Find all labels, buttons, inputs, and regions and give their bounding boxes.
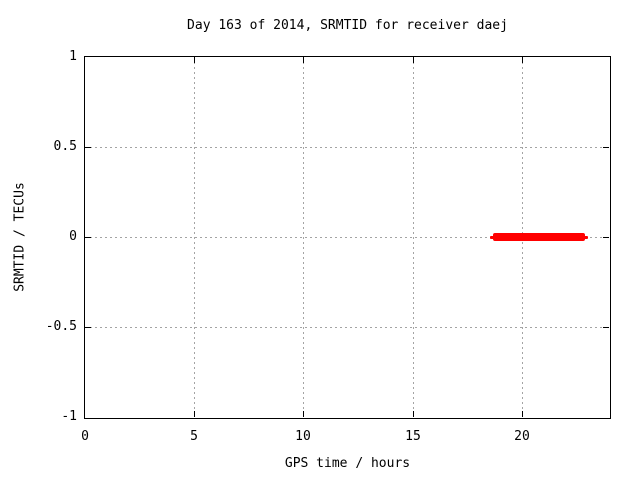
y-tick-mark-left (85, 327, 91, 328)
h-gridline (85, 237, 609, 238)
x-tick-mark-top (413, 57, 414, 63)
x-axis-label: GPS time / hours (284, 456, 411, 471)
x-tick-mark-bottom (522, 411, 523, 417)
x-tick-mark-top (303, 57, 304, 63)
y-tick-label: -0.5 (45, 319, 77, 334)
y-tick-mark-right (603, 327, 609, 328)
x-tick-label: 15 (405, 429, 421, 444)
x-tick-mark-top (194, 57, 195, 63)
x-tick-label: 20 (514, 429, 530, 444)
y-tick-label: 0 (69, 229, 77, 244)
y-tick-mark-right (603, 237, 609, 238)
y-tick-label: 0.5 (53, 139, 77, 154)
y-tick-label: 1 (69, 49, 77, 64)
y-tick-mark-right (603, 147, 609, 148)
series-segment (493, 233, 585, 241)
x-tick-mark-bottom (194, 411, 195, 417)
x-tick-mark-bottom (413, 411, 414, 417)
y-tick-mark-left (85, 237, 91, 238)
y-tick-mark-left (85, 147, 91, 148)
h-gridline (85, 327, 609, 328)
x-tick-label: 10 (295, 429, 311, 444)
x-tick-label: 0 (81, 429, 89, 444)
x-tick-mark-top (522, 57, 523, 63)
chart-title: Day 163 of 2014, SRMTID for receiver dae… (187, 18, 508, 33)
y-tick-label: -1 (61, 409, 77, 424)
x-tick-label: 5 (190, 429, 198, 444)
h-gridline (85, 147, 609, 148)
x-tick-mark-bottom (303, 411, 304, 417)
